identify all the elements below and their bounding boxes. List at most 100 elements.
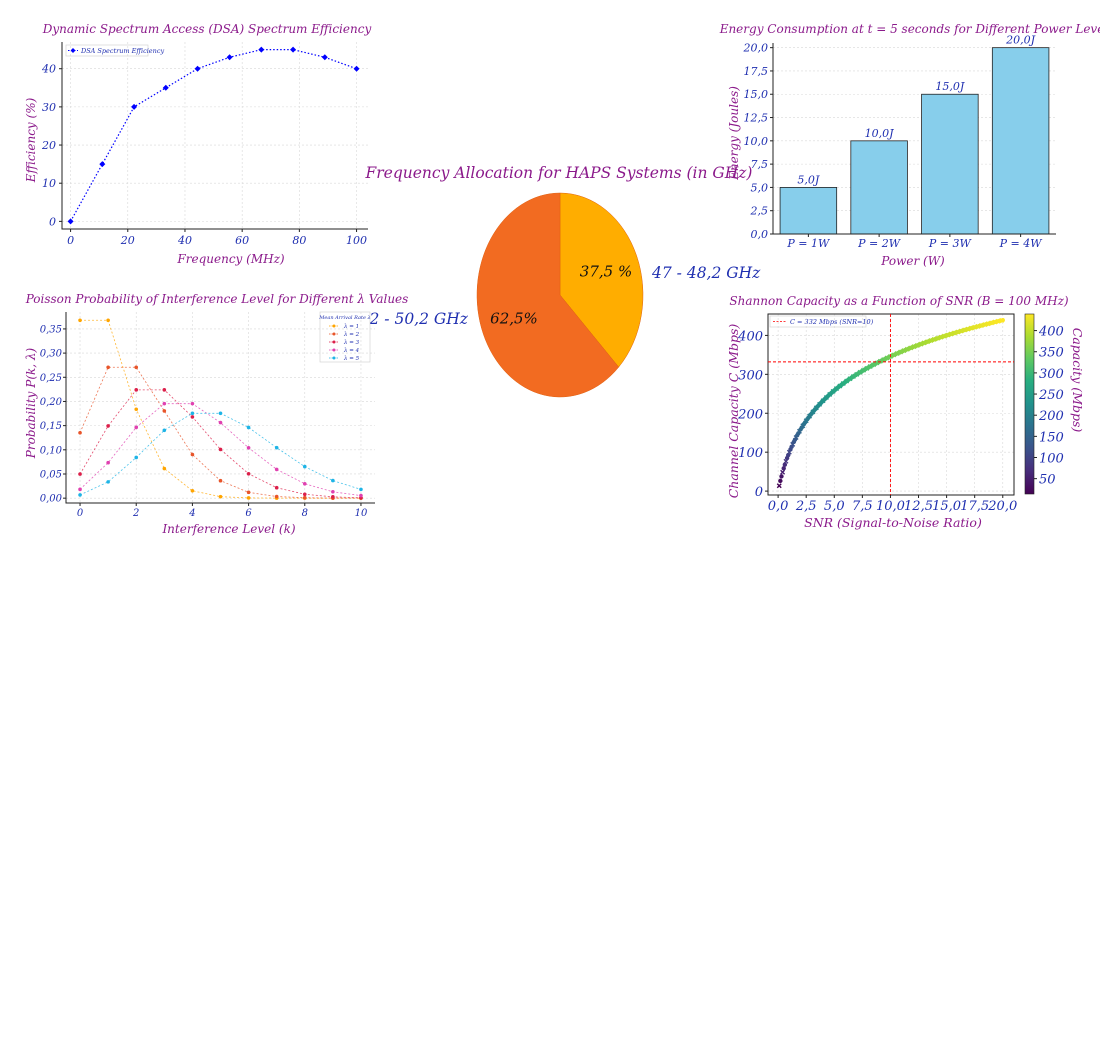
shannon-data-point xyxy=(779,474,784,479)
poisson-series-line xyxy=(79,366,361,499)
poisson-y-tick-label: 0,00 xyxy=(40,494,63,505)
colorbar-tick-label: 50 xyxy=(1039,473,1056,488)
colorbar-frame xyxy=(1024,313,1035,495)
pie-slice-percent: 37,5 % xyxy=(580,263,632,281)
colorbar-tick-label: 350 xyxy=(1039,346,1064,361)
shannon-data-point xyxy=(781,466,786,471)
shannon-legend-label: C = 332 Mbps (SNR=10) xyxy=(790,318,874,326)
energy-x-axis-label: Power (W) xyxy=(880,254,945,268)
shannon-x-tick-label: 7,5 xyxy=(852,499,873,514)
shannon-x-tick-label: 20,0 xyxy=(987,499,1017,514)
shannon-y-tick-label: 200 xyxy=(737,407,763,422)
energy-y-tick-label: 12,5 xyxy=(744,112,769,125)
poisson-data-point xyxy=(106,480,110,484)
energy-y-axis-label: Energy (Joules) xyxy=(727,86,741,181)
energy-bar xyxy=(850,140,908,235)
poisson-data-point xyxy=(274,467,279,472)
pie-slice xyxy=(476,192,620,398)
dsa-data-point xyxy=(194,65,201,72)
poisson-data-point xyxy=(190,411,195,416)
poisson-x-tick-label: 0 xyxy=(77,508,84,519)
energy-y-tick-label: 0,0 xyxy=(751,228,769,241)
dsa-data-point xyxy=(226,54,233,61)
dsa-data-point xyxy=(131,103,138,110)
shannon-data-point xyxy=(1000,317,1005,323)
colorbar-tick-label: 400 xyxy=(1038,325,1064,340)
poisson-data-point xyxy=(359,493,363,498)
colorbar-tick-label: 200 xyxy=(1038,409,1064,424)
poisson-data-point xyxy=(246,471,251,476)
poisson-data-point xyxy=(162,409,167,413)
poisson-legend-marker xyxy=(332,356,336,360)
poisson-data-point xyxy=(218,447,223,452)
poisson-legend-marker xyxy=(332,332,336,336)
shannon-x-tick-label: 15,0 xyxy=(932,499,961,514)
shannon-legend-box xyxy=(769,315,867,328)
energy-y-tick-label: 5,0 xyxy=(751,181,769,194)
poisson-data-point xyxy=(218,411,223,416)
dsa-x-tick-label: 80 xyxy=(292,234,306,247)
poisson-x-tick-label: 4 xyxy=(188,508,195,519)
frequency-allocation-pie: Frequency Allocation for HAPS Systems (i… xyxy=(344,164,761,398)
poisson-data-point xyxy=(190,488,195,493)
poisson-data-point xyxy=(162,466,167,471)
shannon-capacity-chart: Shannon Capacity as a Function of SNR (B… xyxy=(726,294,1085,530)
poisson-x-tick-label: 8 xyxy=(302,508,308,519)
poisson-data-point xyxy=(134,407,139,412)
dsa-data-point xyxy=(162,84,169,91)
shannon-data-point xyxy=(776,483,782,489)
poisson-data-point xyxy=(246,490,251,495)
poisson-data-point xyxy=(218,478,223,483)
shannon-x-tick-label: 0,0 xyxy=(768,499,789,514)
energy-y-tick-label: 17,5 xyxy=(744,65,769,78)
poisson-y-tick-label: 0,05 xyxy=(40,469,62,480)
poisson-y-tick-label: 0,25 xyxy=(40,373,62,384)
pie-slice-label: 48,2 - 50,2 GHz xyxy=(344,310,469,328)
shannon-x-axis-label: SNR (Signal-to-Noise Ratio) xyxy=(804,515,982,530)
shannon-legend: C = 332 Mbps (SNR=10) xyxy=(769,315,874,328)
energy-bar-value-label: 5,0J xyxy=(797,173,819,186)
poisson-data-point xyxy=(106,460,110,465)
dsa-efficiency-chart: Dynamic Spectrum Access (DSA) Spectrum E… xyxy=(24,22,371,266)
poisson-data-point xyxy=(274,445,279,450)
shannon-x-tick-label: 2,5 xyxy=(795,499,817,514)
shannon-data-point xyxy=(786,452,791,458)
shannon-y-axis-label: Channel Capacity C (Mbps) xyxy=(726,324,741,499)
poisson-data-point xyxy=(190,452,195,457)
shannon-data-point xyxy=(792,437,798,442)
poisson-series-line xyxy=(80,319,361,499)
colorbar xyxy=(1025,314,1034,494)
poisson-data-point xyxy=(162,388,167,392)
shannon-x-tick-label: 17,5 xyxy=(960,499,989,514)
dsa-x-tick-label: 20 xyxy=(120,234,135,247)
colorbar-tick-label: 100 xyxy=(1039,452,1064,467)
poisson-data-point xyxy=(331,489,335,494)
energy-x-tick-label: P = 3W xyxy=(928,237,973,250)
poisson-data-point xyxy=(331,478,335,483)
dsa-data-point xyxy=(321,54,328,61)
energy-y-tick-label: 7,5 xyxy=(751,158,769,171)
poisson-data-point xyxy=(246,445,251,450)
poisson-data-point xyxy=(78,430,82,435)
poisson-axes xyxy=(65,312,375,504)
poisson-data-point xyxy=(190,415,195,419)
poisson-y-tick-label: 0,10 xyxy=(40,445,63,456)
energy-bar xyxy=(921,93,979,235)
poisson-data-point xyxy=(190,401,195,406)
poisson-x-tick-label: 10 xyxy=(355,508,368,519)
poisson-data-point xyxy=(218,420,223,425)
dsa-y-axis-label: Efficiency (%) xyxy=(24,97,38,183)
energy-bar-value-label: 10,0J xyxy=(865,127,894,140)
dsa-x-tick-label: 60 xyxy=(235,234,249,247)
energy-bar-value-label: 20,0J xyxy=(1005,34,1035,47)
poisson-legend-marker xyxy=(332,340,336,344)
poisson-legend-label: λ = 4 xyxy=(343,348,360,354)
poisson-legend-marker xyxy=(332,348,336,352)
poisson-data-point xyxy=(302,492,307,497)
energy-y-tick-label: 10,0 xyxy=(744,135,769,148)
poisson-chart-title: Poisson Probability of Interference Leve… xyxy=(25,292,409,306)
pie-slice-percent: 62,5% xyxy=(490,309,538,327)
dsa-data-point xyxy=(99,161,106,168)
poisson-data-point xyxy=(274,485,279,490)
